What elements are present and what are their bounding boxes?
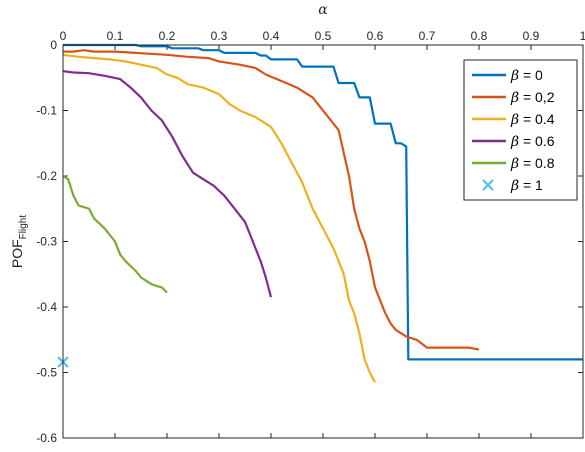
legend-label-value: = 0.8	[519, 155, 555, 171]
y-tick-label: -0.2	[36, 169, 57, 183]
legend-box	[463, 59, 578, 201]
x-tick-label: 1	[580, 29, 585, 43]
legend-label-greek: β	[510, 68, 519, 84]
legend-entry: β = 0.6	[472, 133, 555, 150]
y-axis-label-subscript: Flight	[18, 215, 29, 240]
legend-label-greek: β	[510, 112, 519, 128]
legend-entry: β = 0.8	[472, 155, 555, 172]
plot-frame	[62, 44, 584, 439]
y-tick-label: -0.3	[36, 235, 57, 249]
x-tick-label: 0.9	[523, 29, 540, 43]
legend-entry: β = 1	[482, 177, 543, 194]
legend-label-value: = 0,2	[519, 89, 555, 105]
series-3-line	[62, 70, 273, 298]
x-tick-label: 0.5	[315, 29, 332, 43]
legend-label-greek: β	[510, 134, 519, 150]
legend-label-greek: β	[510, 90, 519, 106]
series-lines	[57, 43, 583, 383]
legend-label-greek: β	[510, 156, 519, 172]
x-tick-label: 0.4	[263, 29, 280, 43]
legend-label: β = 0,2	[510, 89, 555, 106]
legend-label-value: = 0.4	[519, 111, 555, 127]
x-tick-label: 0.1	[107, 29, 124, 43]
legend: β = 0β = 0,2β = 0.4β = 0.6β = 0.8β = 1	[463, 59, 578, 201]
x-tick-label: 0.3	[211, 29, 228, 43]
series-4-line	[62, 175, 168, 294]
y-tick-label: -0.4	[36, 300, 57, 314]
x-tick-label: 0.2	[159, 29, 176, 43]
legend-label: β = 0.4	[510, 111, 555, 128]
legend-entry: β = 0,2	[472, 89, 555, 106]
legend-label-value: = 0	[519, 67, 543, 83]
legend-swatch	[482, 179, 494, 191]
legend-label: β = 1	[510, 177, 543, 194]
y-tick-label: -0.1	[36, 104, 57, 118]
x-tick-label: 0.6	[367, 29, 384, 43]
series-0-line	[63, 43, 583, 361]
x-tick-label: 0	[60, 29, 67, 43]
x-tick-label: 0.8	[471, 29, 488, 43]
y-tick-label: -0.5	[36, 366, 57, 380]
series-2-line	[62, 53, 376, 383]
y-tick-label: -0.6	[36, 431, 57, 445]
legend-label: β = 0	[510, 67, 543, 84]
x-tick-labels: 0 0.1 0.2 0.3 0.4 0.5 0.6 0.7 0.8 0.9 1	[60, 29, 585, 43]
x-axis-label: α	[318, 2, 328, 18]
legend-label: β = 0.6	[510, 133, 555, 150]
legend-label-value: = 1	[519, 177, 543, 193]
y-axis-label-main: POF	[9, 239, 25, 268]
x-tick-label: 0.7	[419, 29, 436, 43]
legend-label-greek: β	[510, 178, 519, 194]
y-axis-label: POFFlight	[9, 215, 29, 268]
legend-label: β = 0.8	[510, 155, 555, 172]
y-tick-label: 0	[50, 38, 57, 52]
legend-entry: β = 0.4	[472, 111, 555, 128]
legend-label-value: = 0.6	[519, 133, 555, 149]
legend-entry: β = 0	[472, 67, 543, 84]
y-tick-labels: 0 -0.1 -0.2 -0.3 -0.4 -0.5 -0.6	[36, 38, 57, 445]
series-1-line	[63, 49, 480, 351]
